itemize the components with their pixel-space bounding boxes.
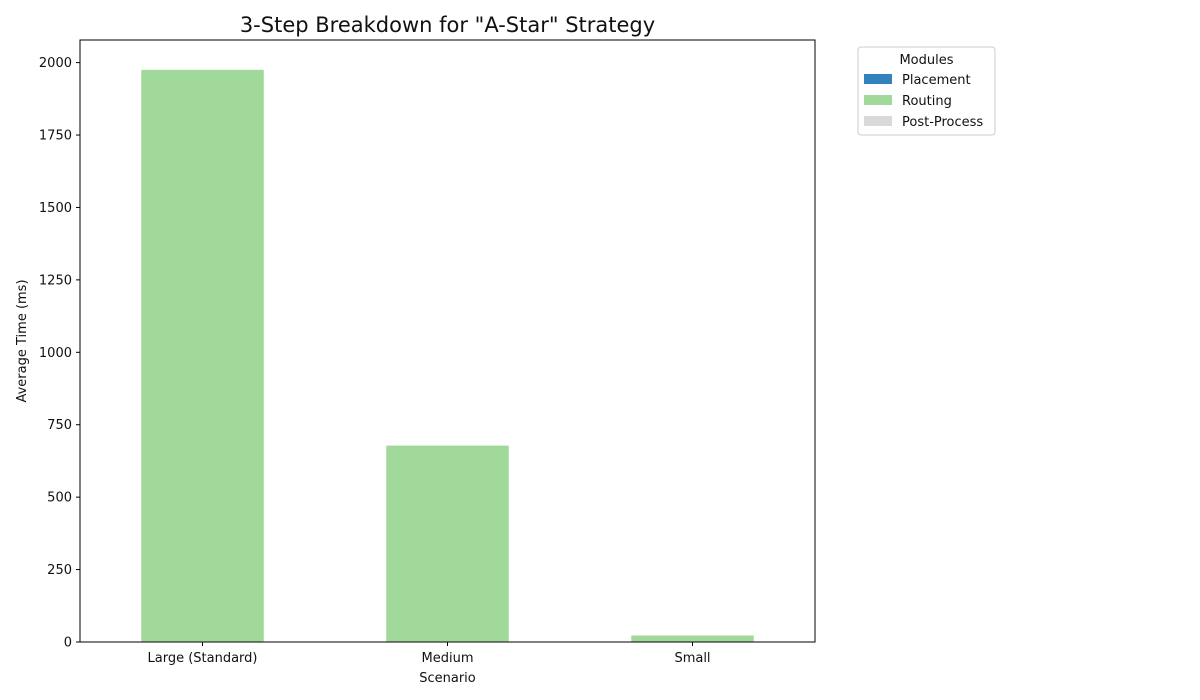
y-tick-label: 250	[47, 563, 72, 578]
legend-swatch	[864, 95, 892, 105]
legend-title: Modules	[899, 53, 953, 68]
legend-items: Placement Routing Post-Process	[864, 73, 983, 130]
bar-segment	[141, 69, 264, 642]
legend-box	[857, 46, 996, 136]
legend-label: Placement	[902, 73, 971, 88]
legend-label: Routing	[902, 94, 952, 109]
y-tick-label: 2000	[39, 56, 72, 71]
y-tick-label: 500	[47, 491, 72, 506]
legend-swatch	[864, 74, 892, 84]
bar-segment	[386, 445, 509, 642]
y-tick-label: 1500	[39, 201, 72, 216]
y-tick-label: 1750	[39, 129, 72, 144]
x-tick-label: Small	[674, 651, 710, 666]
y-tick-label: 1000	[39, 346, 72, 361]
y-axis-label: Average Time (ms)	[15, 279, 30, 402]
bar-segment	[631, 635, 754, 642]
x-axis: Large (Standard) Medium Small	[148, 642, 711, 666]
x-axis-label: Scenario	[419, 671, 476, 686]
y-axis: 0 250 500 750 1000 1250 1500 1750 2000	[39, 56, 80, 651]
y-tick-label: 0	[64, 636, 72, 651]
legend: Modules Placement Routing Post-Process	[857, 46, 996, 136]
y-tick-label: 1250	[39, 273, 72, 288]
y-tick-label: 750	[47, 418, 72, 433]
x-tick-label: Medium	[422, 651, 474, 666]
chart-title: 3-Step Breakdown for "A-Star" Strategy	[240, 13, 655, 37]
legend-label: Post-Process	[902, 115, 983, 130]
legend-swatch	[864, 116, 892, 126]
x-tick-label: Large (Standard)	[148, 651, 258, 666]
bars-group	[141, 69, 754, 642]
